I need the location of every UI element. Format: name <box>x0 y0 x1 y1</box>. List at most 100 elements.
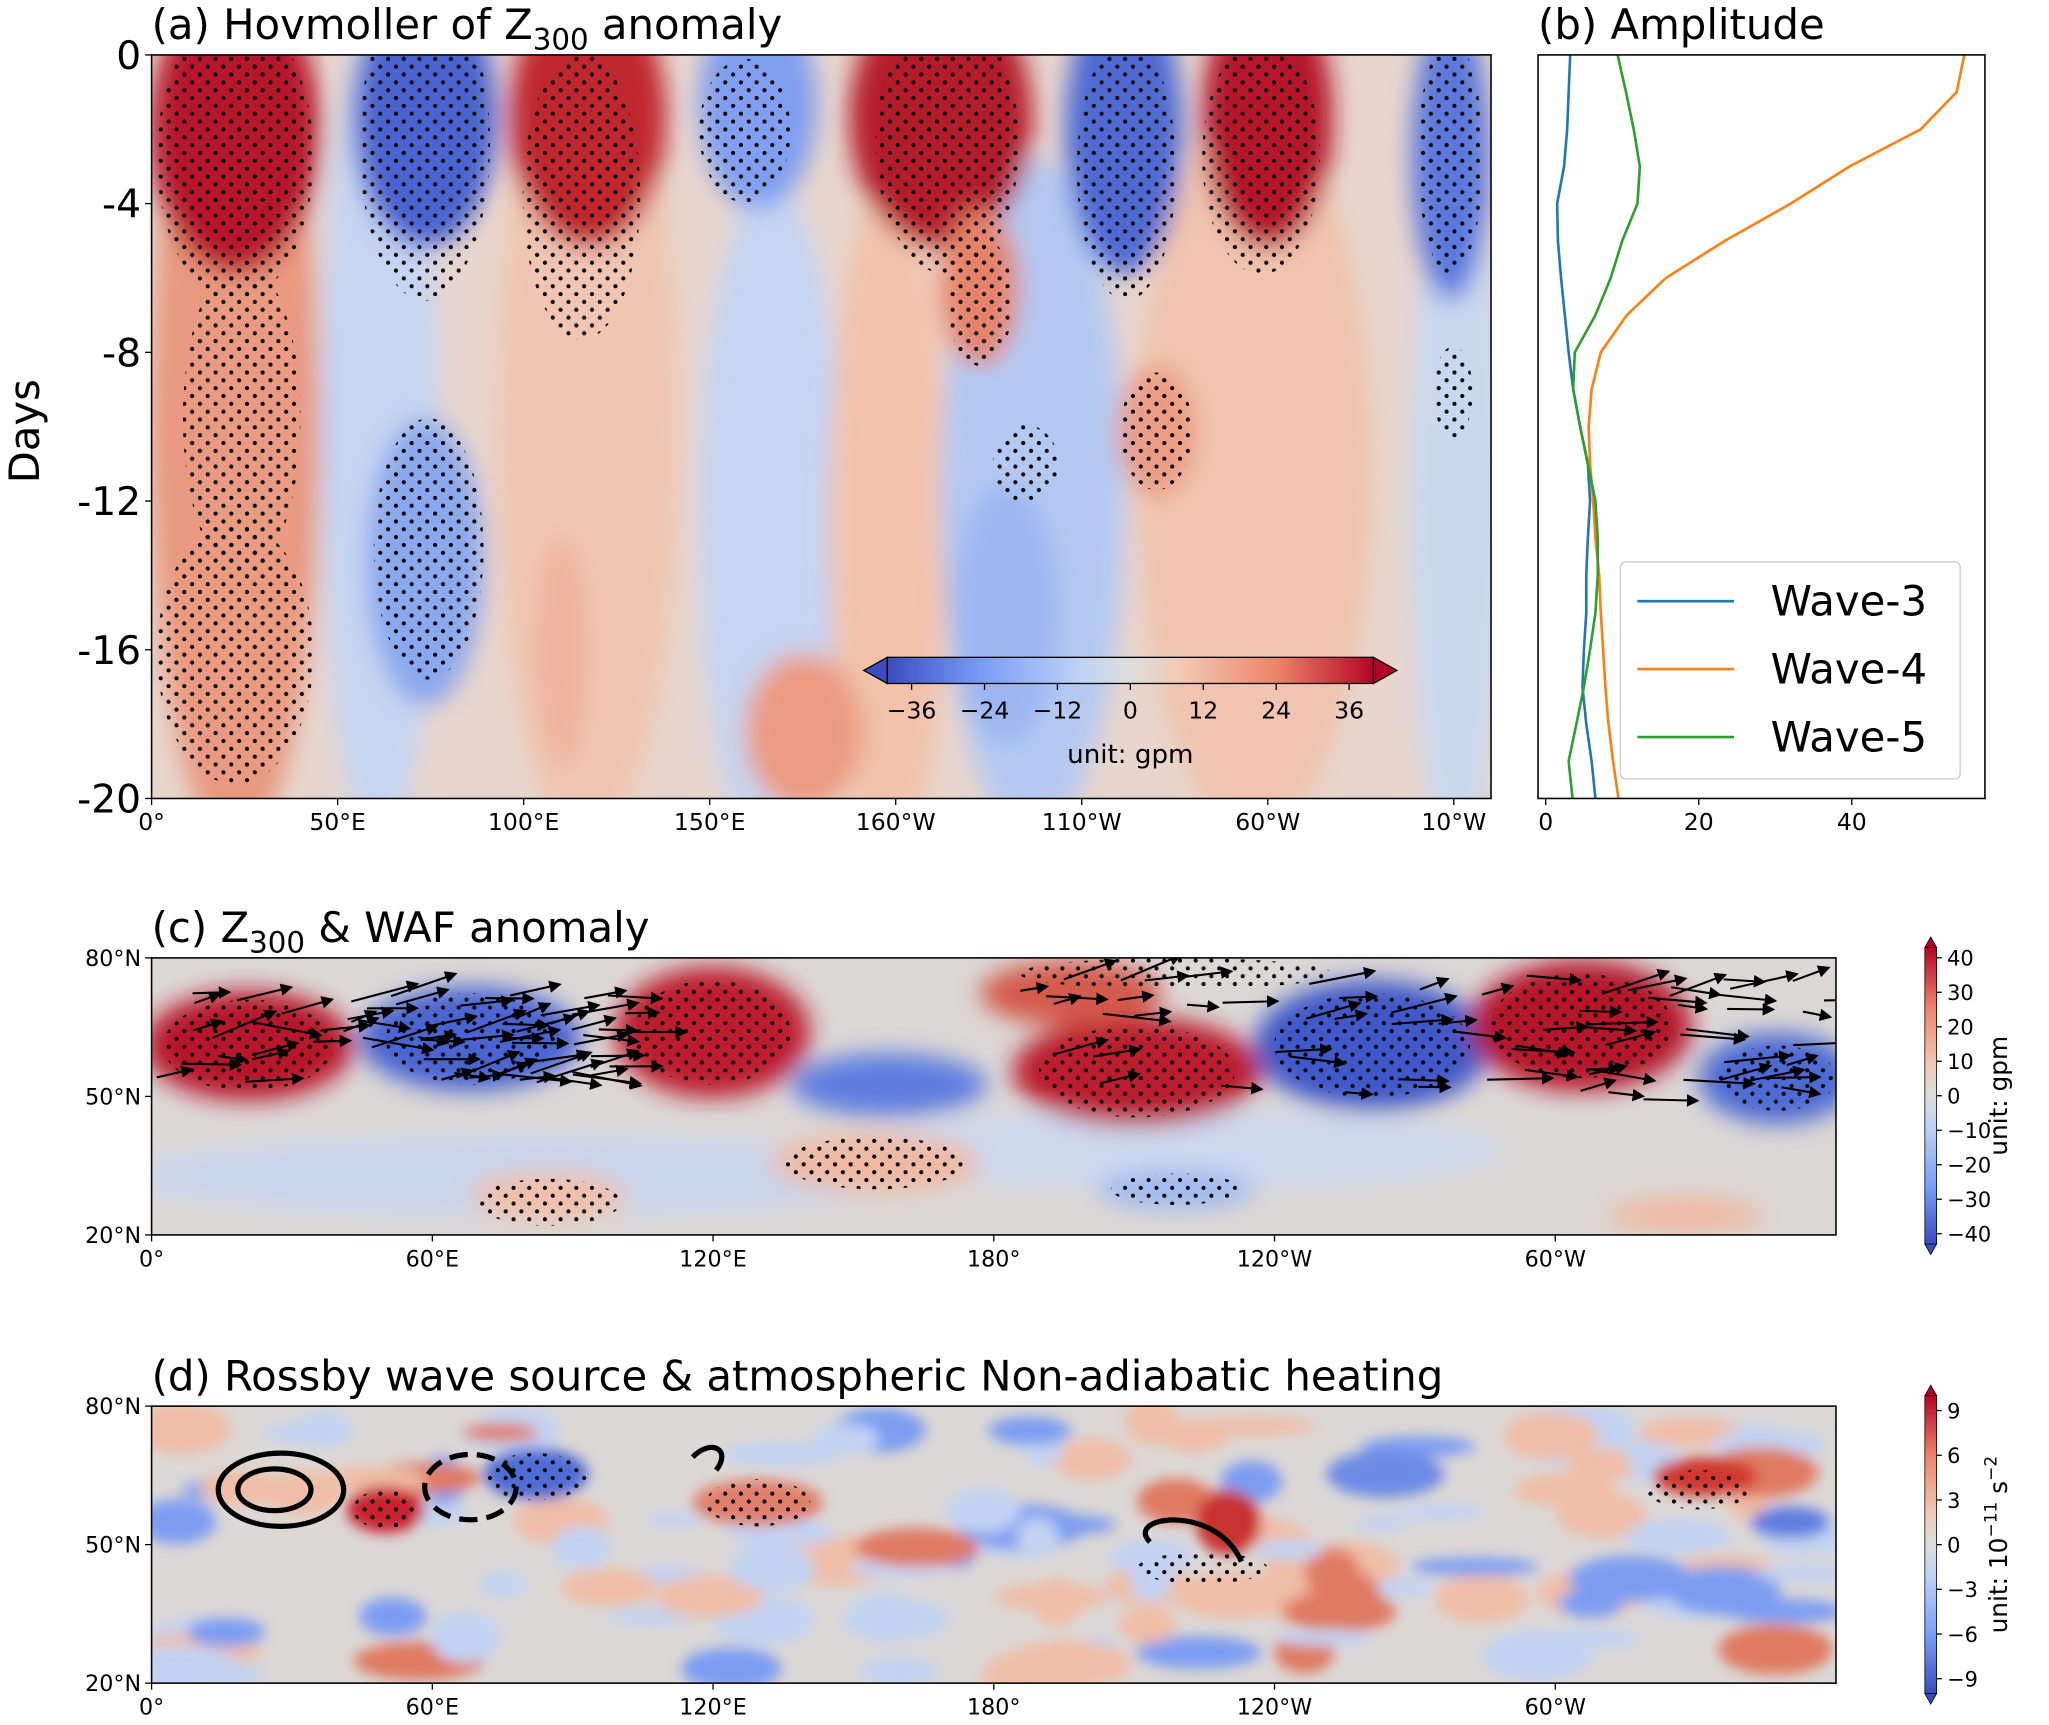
x-tick-label: 180° <box>967 1695 1020 1721</box>
field-blob <box>1137 1478 1215 1524</box>
colorbar-tick-label: 0 <box>1947 1085 1960 1109</box>
field-blob <box>1625 1519 1731 1554</box>
legend-box <box>1619 561 1961 780</box>
x-tick-label: 60°W <box>1525 1246 1586 1272</box>
flux-arrow <box>1063 958 1118 981</box>
stippling <box>705 1479 811 1527</box>
flux-arrow <box>1643 1094 1700 1107</box>
stippling <box>373 418 484 680</box>
field-blob <box>151 1499 217 1545</box>
colorbar-extend <box>1924 1384 1938 1397</box>
flux-arrow <box>460 995 514 1008</box>
flux-vectors <box>156 957 1836 1107</box>
flux-arrow <box>1053 993 1082 1006</box>
field-blob <box>722 1442 840 1467</box>
series-line <box>1567 54 1642 799</box>
flux-arrow <box>212 1009 278 1039</box>
flux-arrow <box>571 1014 618 1031</box>
stippling <box>352 1489 419 1529</box>
colorbar-tick-label: −24 <box>960 697 1010 725</box>
stippling <box>476 1178 621 1226</box>
colorbar <box>1924 947 1938 1245</box>
field-blob <box>1273 1629 1374 1646</box>
colorbar-tick-label: 20 <box>1947 1016 1974 1040</box>
flux-arrow <box>1099 1070 1141 1085</box>
stippling <box>1646 1470 1752 1510</box>
field-blob <box>1125 1406 1177 1445</box>
x-tick-label: 60°E <box>406 1695 459 1721</box>
x-tick-label: 150°E <box>674 808 746 836</box>
stippling <box>1136 1552 1268 1584</box>
colorbar-tick-label: −12 <box>1033 697 1083 725</box>
colorbar-tick-label: −30 <box>1947 1188 1991 1212</box>
field-blob <box>1558 1589 1624 1618</box>
field-blob <box>359 1597 427 1636</box>
flux-arrow <box>1391 1013 1455 1027</box>
legend-label: Wave-4 <box>1771 644 1927 693</box>
flux-arrow <box>1802 1008 1833 1022</box>
flux-arrow <box>1487 1072 1555 1085</box>
field-blob <box>1756 1565 1836 1583</box>
contour <box>1142 1517 1244 1563</box>
field-blob <box>1435 1575 1529 1623</box>
field-blob <box>1546 1628 1643 1649</box>
y-tick-label: -16 <box>77 629 141 674</box>
flux-arrow <box>218 1052 248 1065</box>
flux-arrow <box>250 1020 323 1040</box>
x-tick-label: 110°W <box>1042 808 1122 836</box>
flux-arrow <box>350 1009 378 1023</box>
field-blob <box>478 1571 526 1598</box>
stippling <box>947 235 1013 366</box>
x-tick-label: 120°E <box>679 1695 747 1721</box>
contour <box>422 1451 519 1523</box>
flux-arrow <box>1680 1032 1747 1045</box>
flux-arrow <box>395 986 450 1006</box>
colorbar-tick-label: 36 <box>1334 697 1364 725</box>
stippling <box>156 54 314 301</box>
flux-arrow <box>584 986 628 1000</box>
y-tick-label: 20°N <box>85 1671 141 1697</box>
field-blob <box>1369 1578 1434 1597</box>
field-blob <box>561 1568 658 1607</box>
stippling <box>993 424 1059 504</box>
flux-arrow <box>1727 1003 1776 1016</box>
x-tick-label: 40 <box>1837 808 1867 836</box>
field-blob <box>982 1653 1045 1684</box>
colorbar-tick-label: −9 <box>1947 1668 1978 1692</box>
field-blob <box>1718 1624 1833 1675</box>
stippling <box>1119 372 1194 491</box>
label-text: unit: 10 <box>1984 1538 2013 1634</box>
field-blob <box>655 1575 764 1618</box>
field-blob <box>1119 1606 1177 1645</box>
field-blob <box>988 1416 1072 1445</box>
stippling <box>633 980 791 1085</box>
x-tick-label: 60°E <box>406 1246 459 1272</box>
field-blob <box>1666 1566 1781 1616</box>
flux-arrow <box>194 991 222 1005</box>
flux-arrow <box>1511 1045 1576 1059</box>
stippling <box>1489 973 1673 1079</box>
colorbar-tick-label: 0 <box>1947 1533 1960 1557</box>
flux-arrow <box>1627 974 1688 992</box>
colorbar-tick-label: −40 <box>1947 1223 1991 1247</box>
title-subscript: 300 <box>249 926 305 960</box>
x-tick-label: 20 <box>1684 808 1714 836</box>
flux-arrow <box>512 1037 570 1050</box>
flux-arrow <box>1579 1005 1623 1018</box>
colorbar-tick-label: 10 <box>1947 1050 1974 1074</box>
field-blob <box>1503 1412 1599 1460</box>
label-superscript: −2 <box>1982 1456 2002 1481</box>
field-blob <box>551 1526 611 1570</box>
flux-arrow <box>192 986 232 999</box>
flux-arrow <box>1723 974 1767 988</box>
colorbar-label: unit: gpm <box>1067 740 1193 770</box>
legend-label: Wave-5 <box>1771 712 1927 761</box>
panel-title: (a) Hovmoller of Z300 anomaly <box>152 0 783 56</box>
flux-arrow <box>320 1020 372 1033</box>
colorbar-tick-label: −10 <box>1947 1119 1991 1143</box>
flux-arrow <box>1602 968 1671 995</box>
stippling <box>182 261 301 576</box>
stippling <box>483 1453 589 1501</box>
